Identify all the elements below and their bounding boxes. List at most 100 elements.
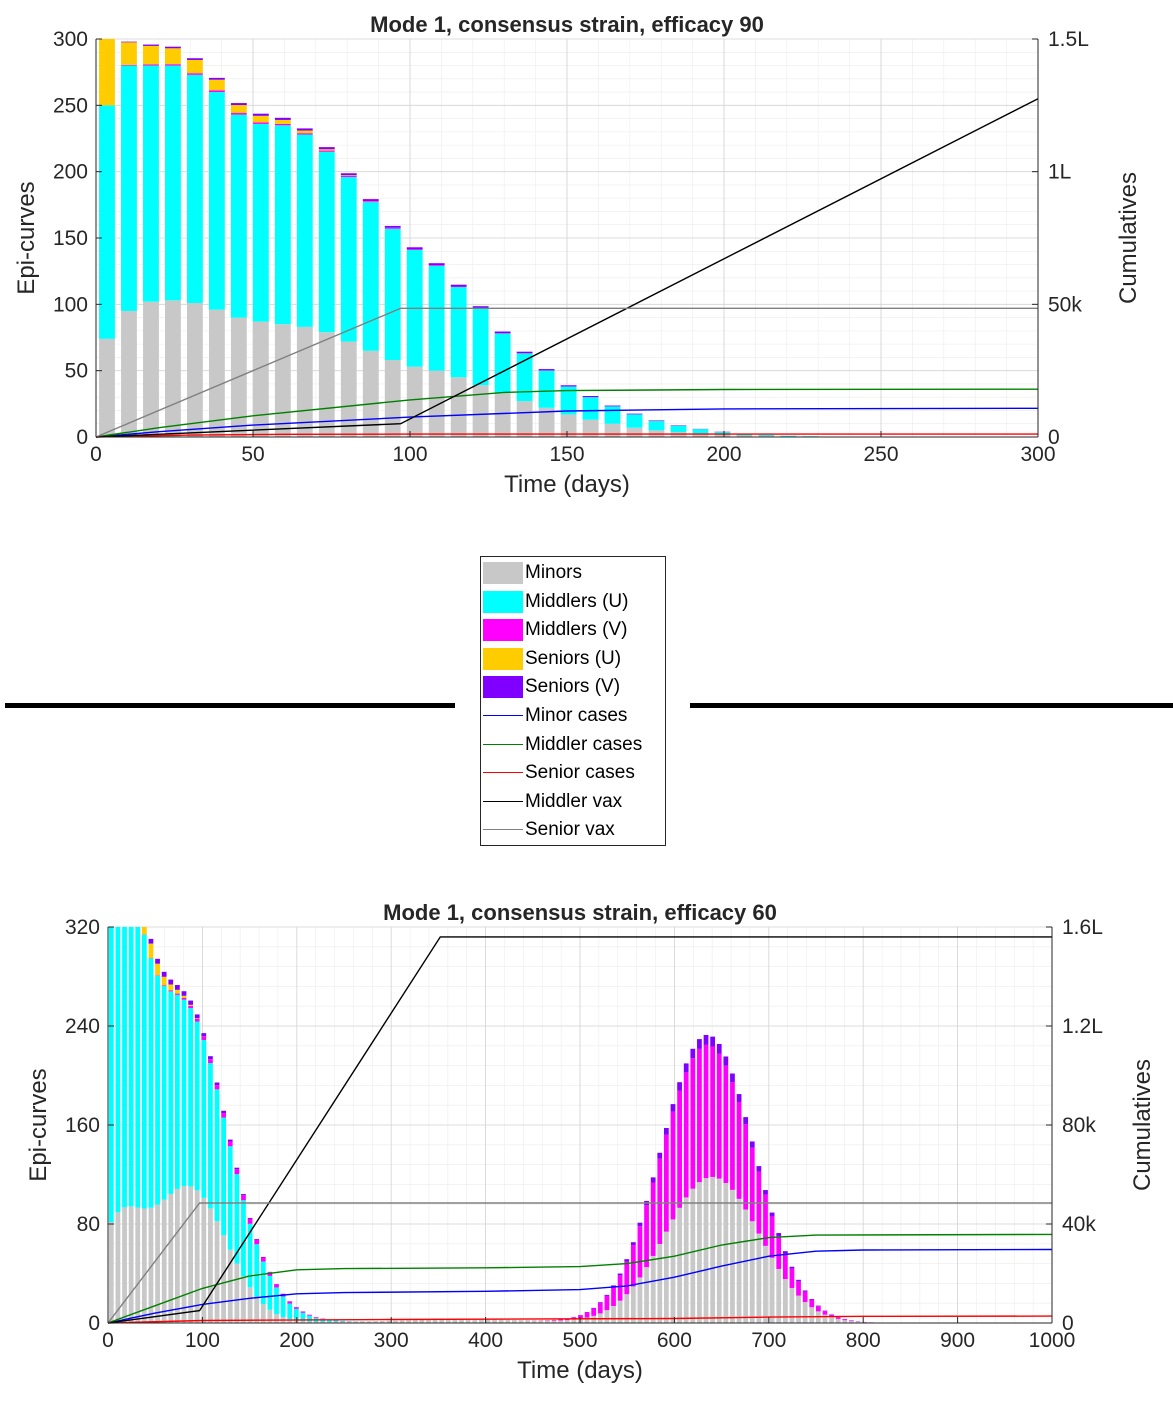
- bar-middlers-u: [604, 406, 621, 424]
- bar-seniors-v: [749, 1141, 755, 1148]
- line-senior-cases: [95, 433, 1038, 438]
- bar-minors: [763, 1245, 768, 1323]
- bar-minors: [723, 1182, 729, 1323]
- bar-seniors-u: [181, 995, 187, 999]
- bar-middlers-u: [274, 1287, 279, 1314]
- bar-middlers-v: [723, 1065, 729, 1183]
- bar-middlers-v: [796, 1281, 801, 1296]
- bar-seniors-v: [254, 1238, 260, 1240]
- bar-middlers-u: [115, 927, 121, 1213]
- bar-seniors-v: [472, 306, 489, 308]
- bar-minors: [690, 1188, 696, 1323]
- bar-middlers-v: [241, 1195, 246, 1201]
- y-tick-label: 100: [53, 293, 88, 316]
- bar-seniors-v: [450, 284, 467, 287]
- line-senior-vax: [95, 307, 1038, 438]
- y-tick-label: 300: [53, 28, 88, 51]
- bar-minors: [697, 1182, 702, 1323]
- y2-tick-label: 80k: [1062, 1114, 1096, 1137]
- bar-middlers-u: [181, 999, 187, 1187]
- bar-middlers-v: [611, 1286, 616, 1306]
- bar-minors: [472, 1319, 478, 1323]
- bar-middlers-u: [99, 105, 115, 339]
- legend-label: Middler vax: [525, 790, 623, 812]
- line-minor-cases: [107, 1248, 1053, 1324]
- bar-seniors-u: [252, 115, 269, 123]
- bar-middlers-u: [168, 991, 174, 1194]
- bar-minors: [624, 1294, 630, 1323]
- legend-swatch: [483, 800, 523, 802]
- bar-minors: [756, 1233, 762, 1323]
- bar-seniors-v: [769, 1212, 775, 1217]
- bar-minors: [428, 370, 445, 437]
- bar-middlers-v: [274, 1284, 279, 1288]
- x-tick-label: 300: [374, 1329, 409, 1352]
- bar-seniors-v: [201, 1033, 207, 1037]
- x-tick-label: 900: [940, 1329, 975, 1352]
- bar-middlers-u: [274, 125, 291, 325]
- bar-minors: [214, 1221, 220, 1323]
- y-tick-label: 0: [76, 426, 88, 449]
- bar-middlers-u: [287, 1303, 293, 1320]
- bar-minors: [234, 1263, 240, 1323]
- bar-middlers-u: [267, 1275, 273, 1310]
- bar-middlers-u: [648, 421, 665, 431]
- bar-middlers-v: [551, 1319, 557, 1321]
- bar-minors: [406, 1320, 412, 1323]
- bar-seniors-v: [710, 1036, 716, 1047]
- bar-middlers-v: [186, 73, 203, 75]
- legend-item-minor-cases: Minor cases: [483, 702, 663, 730]
- bar-minors: [459, 1319, 464, 1323]
- x-tick-label: 200: [279, 1329, 314, 1352]
- bar-middlers-v: [188, 1006, 193, 1009]
- chart-efficacy-60: 0 100 200 300 400 500 600 700 800 900 100008016024…: [25, 900, 1156, 1384]
- bar-middlers-v: [763, 1194, 768, 1246]
- bar-minors: [670, 1219, 676, 1323]
- legend: Minors Middlers (U) Middlers (V) Seniors (U…: [480, 556, 666, 846]
- x-tick-label: 50: [241, 443, 264, 466]
- x-tick-label: 150: [549, 443, 584, 466]
- legend-swatch: [483, 647, 523, 670]
- y-tick-label: 80: [77, 1213, 100, 1236]
- bar-seniors-v: [494, 331, 511, 334]
- legend-label: Seniors (U): [525, 647, 622, 669]
- bar-seniors-v: [657, 1152, 663, 1159]
- bar-middlers-v: [584, 1312, 590, 1318]
- x-axis-label: Time (days): [517, 1357, 643, 1384]
- bar-seniors-v: [168, 979, 174, 985]
- bar-minors: [108, 1222, 114, 1323]
- bar-middlers-u: [494, 333, 511, 394]
- bar-minors: [716, 1178, 722, 1323]
- bar-minors: [855, 1321, 861, 1323]
- bar-seniors-v: [538, 369, 555, 371]
- bar-seniors-v: [626, 413, 643, 415]
- bar-seniors-u: [121, 42, 137, 65]
- y2-tick-label: 1.5L: [1048, 28, 1089, 51]
- bar-minors: [121, 310, 137, 437]
- bar-middlers-u: [333, 1320, 339, 1323]
- bar-minors: [287, 1319, 293, 1323]
- bar-minors: [604, 1310, 610, 1323]
- bar-minors: [194, 1190, 200, 1323]
- bar-middlers-v: [362, 201, 379, 203]
- bar-minors: [366, 1321, 372, 1323]
- legend-swatch: [483, 619, 523, 642]
- bar-middlers-u: [186, 74, 203, 304]
- legend-item-middlers-u: Middlers (U): [483, 588, 663, 616]
- bar-middlers-v: [710, 1046, 716, 1177]
- bar-seniors-v: [143, 44, 159, 46]
- x-tick-label: 500: [562, 1329, 597, 1352]
- bar-seniors-u: [186, 59, 203, 74]
- line-middler-vax: [107, 936, 1052, 1324]
- bar-seniors-v: [716, 1043, 722, 1054]
- bar-seniors-v: [782, 1251, 788, 1254]
- bar-minors: [769, 1257, 775, 1323]
- separator-right: [690, 703, 1173, 708]
- bar-minors: [386, 1320, 392, 1323]
- legend-label: Minors: [525, 562, 583, 583]
- bar-seniors-u: [230, 105, 247, 114]
- bar-middlers-u: [143, 65, 159, 302]
- legend-swatch: [483, 743, 523, 745]
- y2-tick-label: 0: [1062, 1312, 1074, 1335]
- bar-middlers-v: [296, 133, 313, 135]
